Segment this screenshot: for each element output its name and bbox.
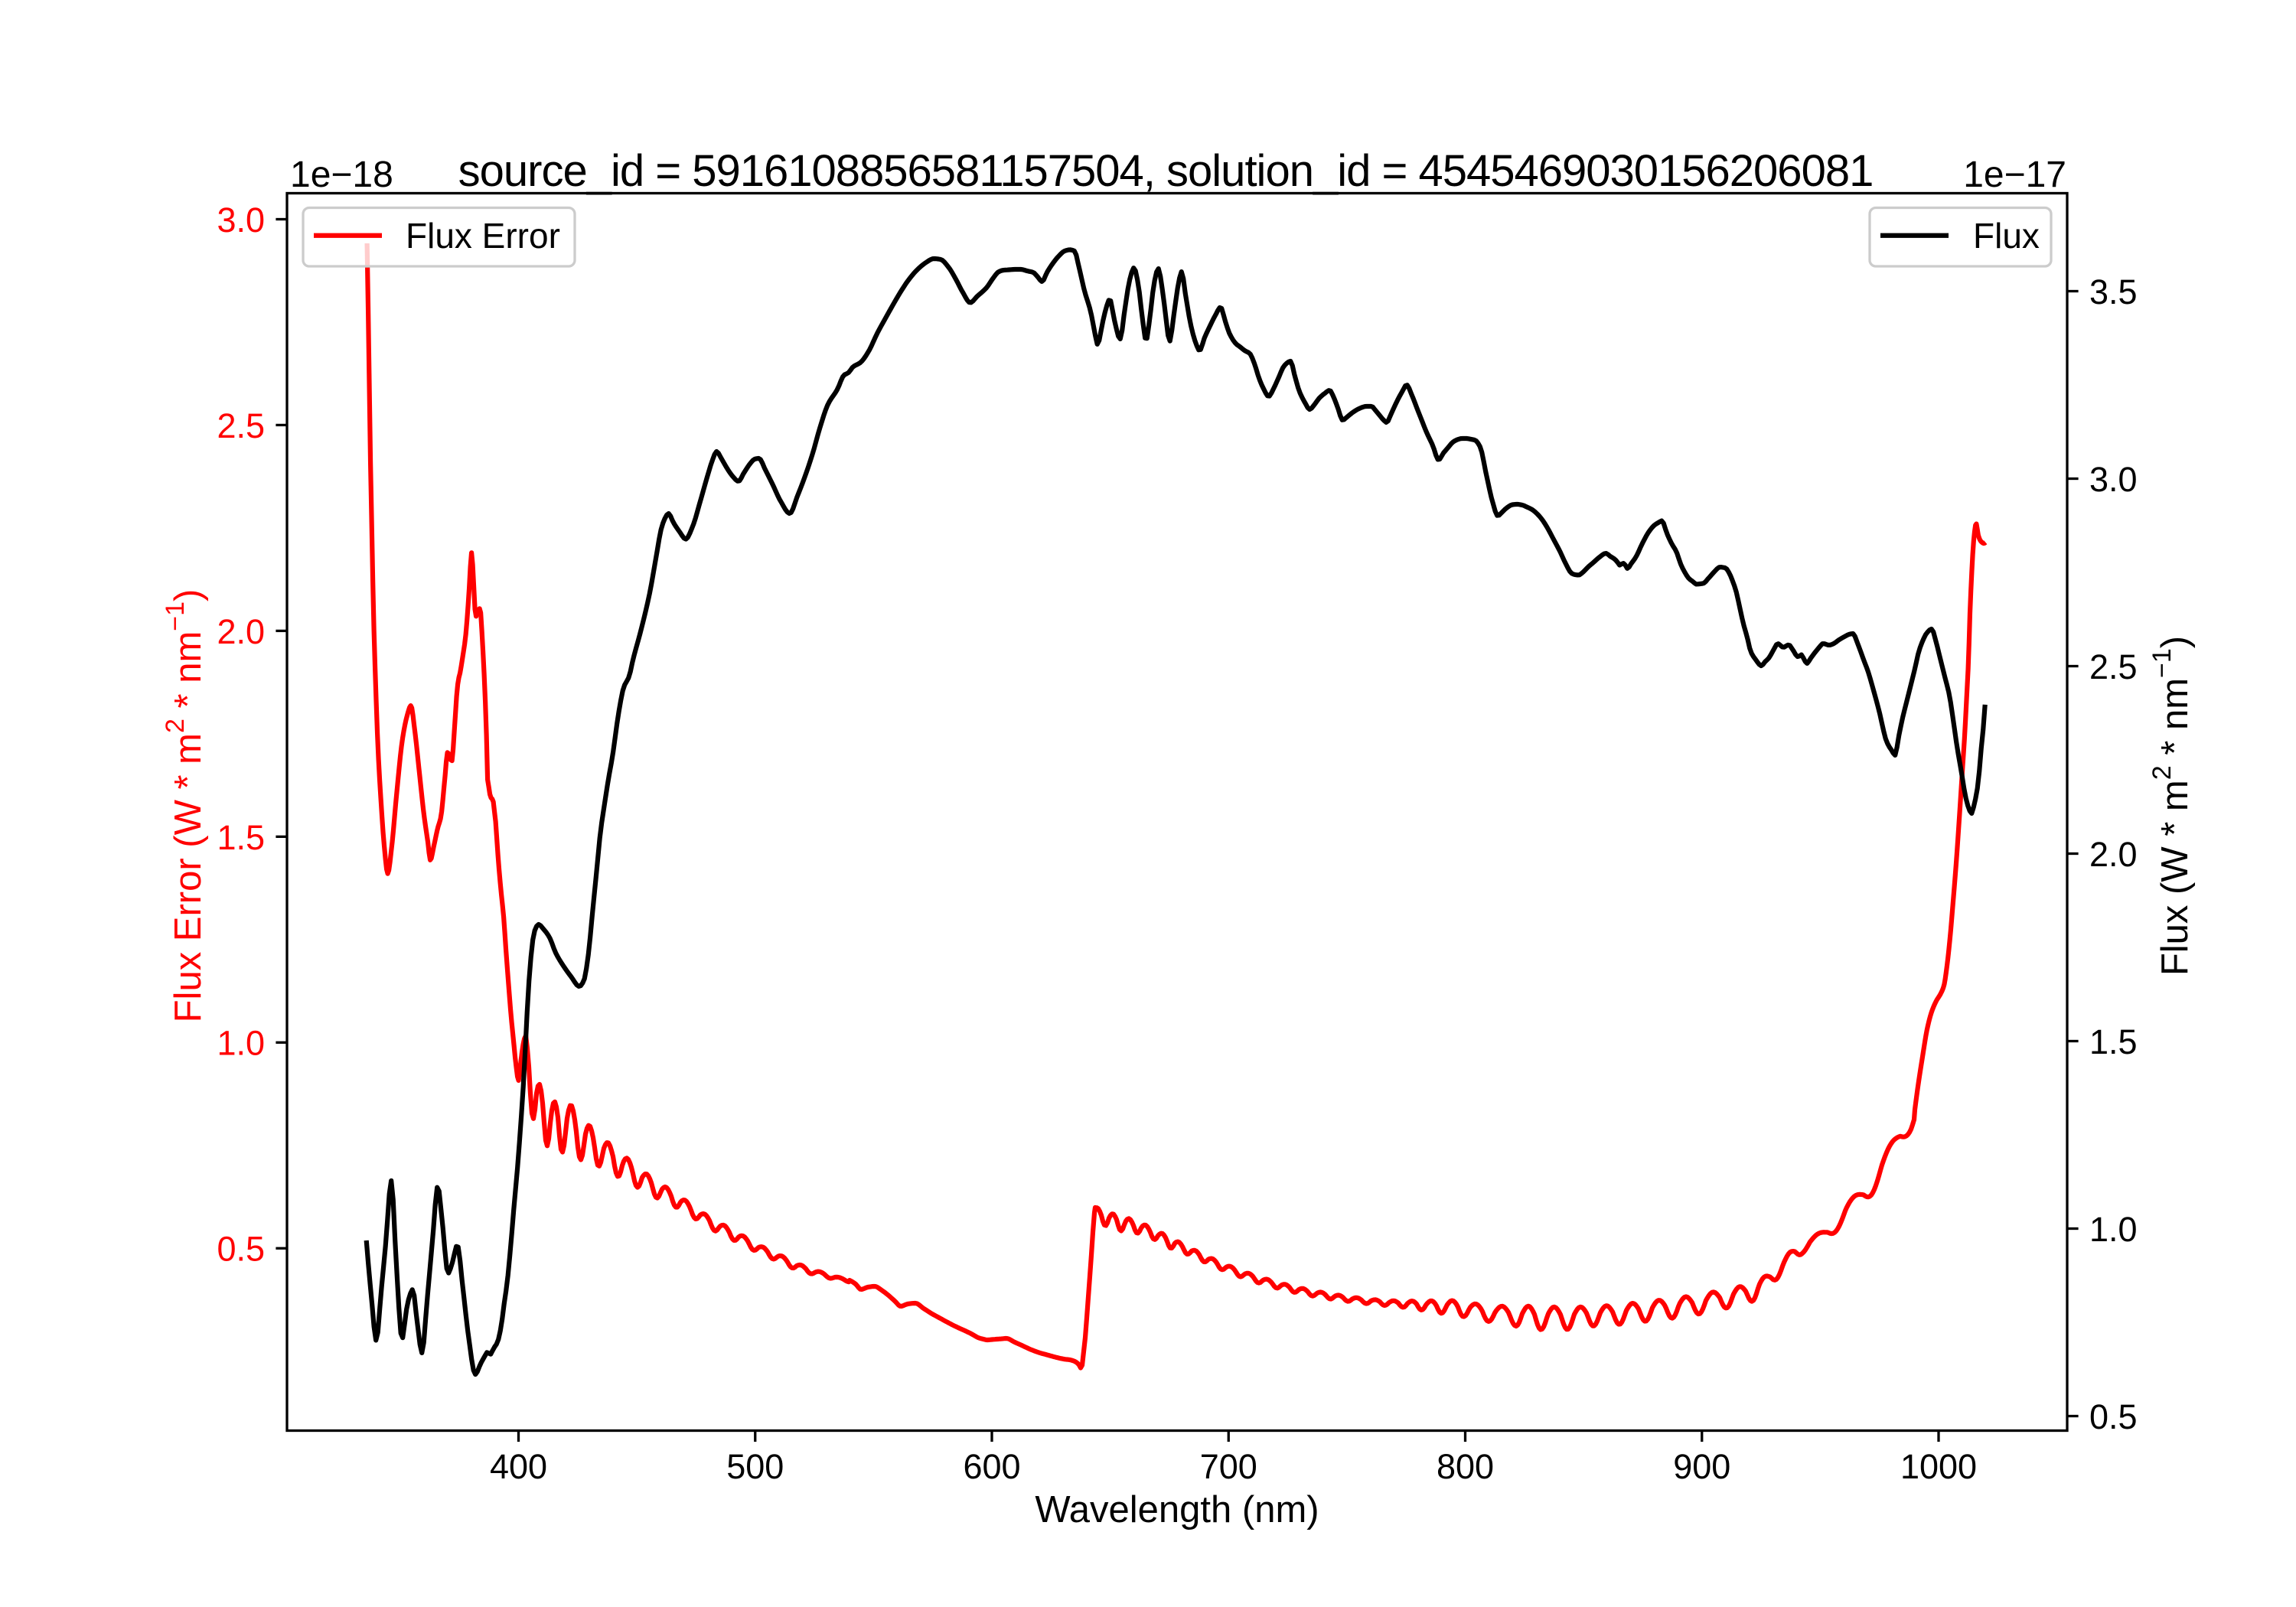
svg-text:500: 500 bbox=[726, 1447, 784, 1486]
svg-text:Wavelength (nm): Wavelength (nm) bbox=[1035, 1489, 1319, 1530]
svg-text:3.0: 3.0 bbox=[2089, 460, 2138, 499]
svg-text:600: 600 bbox=[963, 1447, 1020, 1486]
svg-text:1000: 1000 bbox=[1900, 1447, 1977, 1486]
svg-text:1.0: 1.0 bbox=[2089, 1210, 2138, 1249]
svg-text:3.0: 3.0 bbox=[217, 200, 265, 240]
svg-text:Flux: Flux bbox=[1973, 216, 2040, 256]
svg-text:400: 400 bbox=[490, 1447, 547, 1486]
svg-text:source_id = 591610885658115750: source_id = 5916108856581157504, solutio… bbox=[458, 146, 1874, 196]
svg-text:0.5: 0.5 bbox=[217, 1230, 265, 1269]
svg-text:1.5: 1.5 bbox=[217, 818, 265, 857]
svg-text:2.5: 2.5 bbox=[2089, 647, 2138, 686]
svg-text:900: 900 bbox=[1673, 1447, 1730, 1486]
svg-text:0.5: 0.5 bbox=[2089, 1397, 2138, 1436]
svg-text:Flux (W * m2 * nm−1): Flux (W * m2 * nm−1) bbox=[2148, 636, 2196, 976]
svg-text:3.5: 3.5 bbox=[2089, 272, 2138, 311]
svg-text:Flux Error: Flux Error bbox=[406, 216, 560, 256]
svg-text:2.0: 2.0 bbox=[2089, 835, 2138, 874]
svg-text:Flux Error (W * m2 * nm−1): Flux Error (W * m2 * nm−1) bbox=[161, 589, 209, 1023]
svg-text:800: 800 bbox=[1437, 1447, 1494, 1486]
svg-text:2.5: 2.5 bbox=[217, 406, 265, 445]
svg-text:2.0: 2.0 bbox=[217, 612, 265, 651]
svg-text:1.5: 1.5 bbox=[2089, 1022, 2138, 1061]
svg-text:700: 700 bbox=[1200, 1447, 1257, 1486]
svg-text:1.0: 1.0 bbox=[217, 1024, 265, 1063]
svg-text:1e−18: 1e−18 bbox=[290, 155, 393, 195]
svg-text:1e−17: 1e−17 bbox=[1963, 155, 2066, 195]
